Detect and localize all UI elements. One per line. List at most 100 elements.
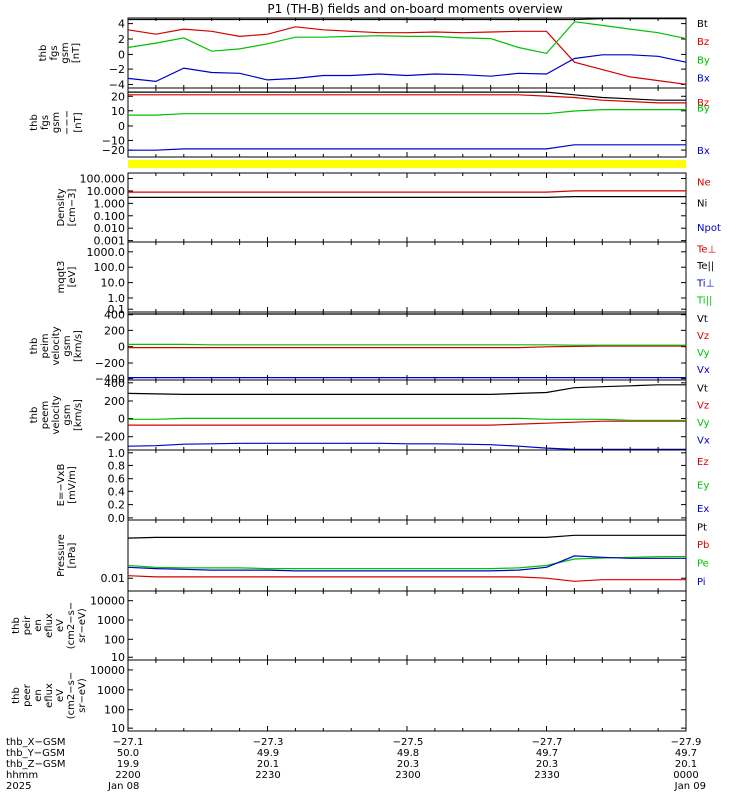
legend-label: By	[697, 103, 710, 114]
y-axis-label: [nPa]	[67, 542, 78, 568]
series-line-by	[127, 21, 687, 55]
y-axis-label: [eV]	[67, 267, 78, 288]
y-tick-label: 200	[104, 395, 125, 408]
y-axis-label: [cm−3]	[67, 189, 78, 227]
y-axis-label: fgs	[49, 45, 60, 60]
y-tick-label: 10000	[90, 664, 125, 677]
panel-frame	[127, 449, 687, 521]
y-axis-label: peim	[40, 333, 51, 358]
y-axis-label: mqqt3	[56, 261, 67, 294]
y-tick-label: 10	[111, 105, 125, 118]
legend-label: Pt	[697, 522, 707, 533]
y-axis-label: gsm	[51, 112, 62, 133]
series-line-ne	[128, 190, 686, 193]
x-axis-value: Jan 08	[107, 781, 139, 792]
y-tick-label: 0.100	[94, 210, 126, 223]
legend-label: Te||	[696, 261, 714, 272]
y-tick-label: 400	[104, 309, 125, 322]
series-line-bz	[127, 26, 687, 85]
y-tick-label: 4	[118, 18, 125, 31]
y-axis-label: velocity	[51, 326, 62, 365]
y-axis-label: eV	[55, 689, 66, 702]
legend-label: Pb	[697, 540, 709, 551]
legend-label: Pi	[697, 577, 706, 588]
y-tick-label: 200	[104, 324, 125, 337]
x-axis-row-label: hhmm	[6, 770, 38, 781]
y-tick-label: 0.6	[108, 473, 126, 486]
panel-frame	[127, 379, 687, 451]
panel-frame	[127, 659, 687, 732]
x-axis-value: Jan 09	[674, 781, 706, 792]
y-axis-label: (cm2−s−	[66, 602, 77, 649]
y-axis-label: [km/s]	[73, 399, 84, 431]
y-axis-label: fgs	[40, 115, 51, 130]
y-axis-label: velocity	[51, 395, 62, 434]
x-axis-row-label: thb_X−GSM	[6, 737, 66, 748]
legend-label: Ez	[697, 457, 709, 468]
y-tick-label: 0.001	[94, 235, 126, 248]
series-line-pb	[127, 575, 686, 582]
y-axis-label: en	[33, 619, 44, 632]
series-line-bx	[127, 54, 687, 83]
legend-label: Ex	[697, 504, 709, 515]
legend-label: Npot	[697, 223, 721, 234]
y-axis-label: gsm	[60, 42, 71, 63]
y-tick-label: −2	[109, 63, 125, 76]
y-tick-label: 0.0	[108, 512, 126, 525]
legend-label: Ey	[697, 480, 709, 491]
x-axis-value: 49.7	[675, 748, 697, 759]
x-axis-value: 49.7	[536, 748, 558, 759]
legend-label: Bt	[697, 19, 708, 30]
legend-label: Pe	[697, 559, 709, 570]
x-axis-row-label: thb_Y−GSM	[6, 748, 65, 759]
y-axis-label: gsm	[62, 335, 73, 356]
x-axis-value: 49.9	[257, 748, 279, 759]
y-tick-label: 100.000	[80, 173, 126, 186]
y-axis-label: en	[33, 689, 44, 702]
x-axis-value: 2200	[115, 770, 140, 781]
x-axis-value: 2300	[395, 770, 420, 781]
y-axis-label: [nT]	[71, 43, 82, 63]
y-axis-label: E=−VxB	[56, 464, 67, 507]
legend-label: Ne	[697, 177, 711, 188]
y-axis-label: peer	[22, 683, 33, 707]
series-line-vy	[128, 417, 686, 421]
x-axis-value: 20.1	[675, 759, 697, 770]
legend-label: Vt	[697, 384, 708, 395]
y-tick-label: 10	[111, 722, 125, 735]
y-axis-label: −−−	[62, 110, 73, 135]
y-tick-label: 1000.0	[87, 246, 126, 259]
y-tick-label: 100	[104, 704, 125, 717]
series-line-pt	[127, 534, 686, 539]
x-axis-row-label: thb_Z−GSM	[6, 759, 66, 770]
x-axis-value: −27.3	[253, 737, 284, 748]
y-tick-label: 0.01	[101, 572, 126, 585]
y-axis-label: eflux	[44, 613, 55, 638]
y-tick-label: 0.010	[94, 222, 126, 235]
series-line-bt	[128, 18, 686, 21]
x-axis-value: 2330	[534, 770, 559, 781]
series-line-vz	[128, 420, 686, 426]
series-line-pe	[127, 555, 687, 570]
y-axis-label: thb	[38, 45, 49, 62]
y-axis-label: peir	[22, 615, 33, 635]
series-line-by	[128, 108, 686, 116]
legend-label: Ti⊥	[696, 279, 714, 290]
y-tick-label: 100	[104, 633, 125, 646]
x-axis-value: −27.5	[393, 737, 424, 748]
y-axis-label: thb	[29, 338, 40, 355]
series-line-vx	[127, 442, 686, 450]
x-axis-value: −27.1	[113, 737, 144, 748]
legend-label: Vt	[697, 314, 708, 325]
y-tick-label: −4	[109, 79, 125, 92]
series-line-ni	[128, 196, 686, 198]
y-axis-label: Pressure	[56, 534, 67, 577]
x-axis-value: 20.1	[257, 759, 279, 770]
y-axis-label: [nT]	[73, 112, 84, 132]
x-axis-value: 20.3	[397, 759, 419, 770]
legend-label: Bx	[697, 146, 710, 157]
panel-frame	[127, 172, 687, 243]
y-axis-label: [mV/m]	[67, 466, 78, 504]
y-tick-label: 0.1	[108, 303, 126, 316]
